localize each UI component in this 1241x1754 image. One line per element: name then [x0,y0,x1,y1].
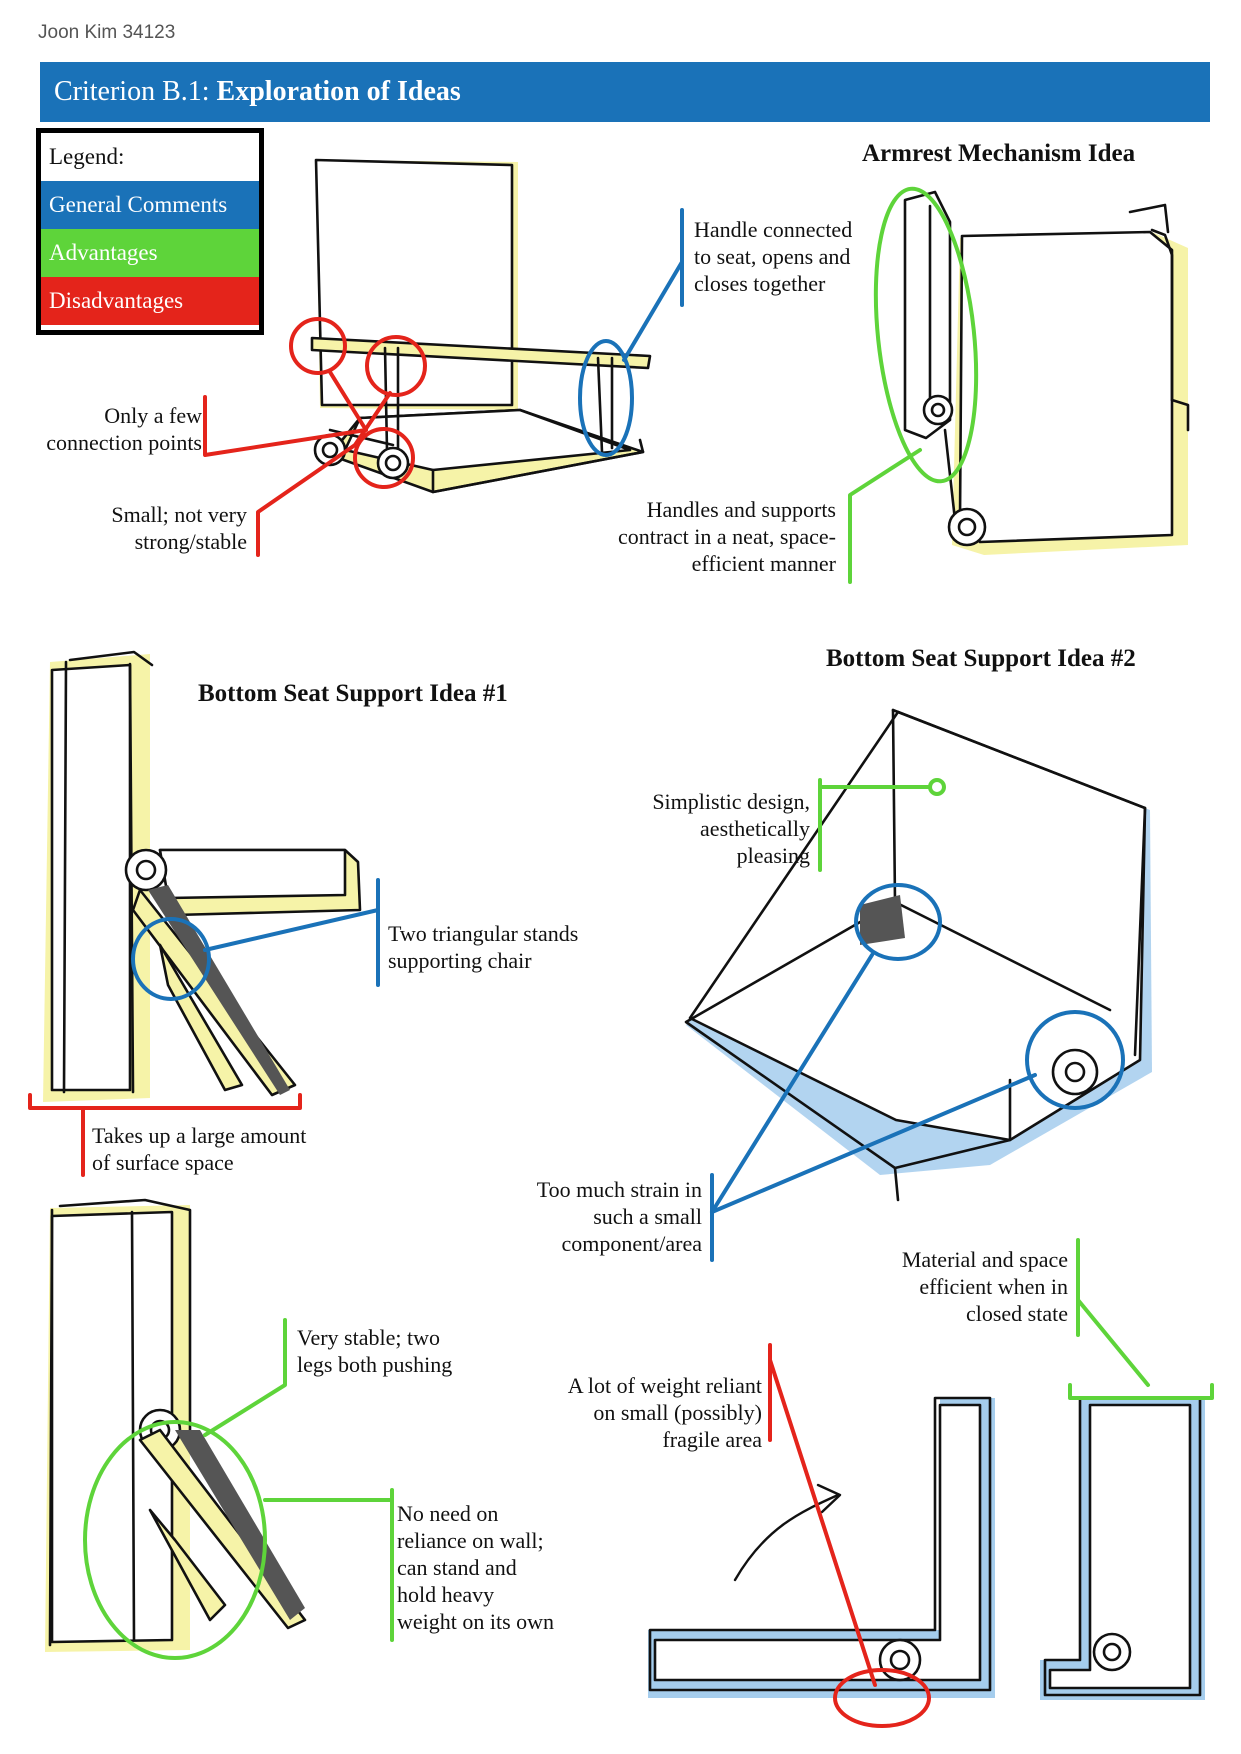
chair-sketch [310,158,652,494]
note-material: Material and space efficient when in clo… [901,1247,1068,1326]
note-weight: A lot of weight reliant on small (possib… [567,1373,762,1452]
note-surface: Takes up a large amount of surface space [92,1123,307,1175]
page-title-bar: Criterion B.1: Exploration of Ideas [40,62,1210,122]
open-state-sketch [648,1343,995,1728]
legend-disadvantages: Disadvantages [41,277,259,325]
support2-sketch [684,708,1152,1262]
support1-sketch [28,650,380,1177]
legend-general: General Comments [41,181,259,229]
chair-annotations [203,208,684,557]
note-no-need: No need on reliance on wall; can stand a… [397,1501,555,1634]
note-very-stable: Very stable; two legs both pushing [297,1325,453,1377]
heading-support1: Bottom Seat Support Idea #1 [198,680,508,707]
note-simplistic: Simplistic design, aesthetically pleasin… [652,789,810,868]
armrest-sketch [848,186,1190,584]
criterion-label: Criterion B.1: [54,76,217,107]
heading-support2: Bottom Seat Support Idea #2 [826,645,1136,672]
heading-armrest: Armrest Mechanism Idea [862,140,1136,167]
author-name: Joon Kim 34123 [38,22,176,43]
closed-state-sketch [1040,1238,1214,1700]
legend-advantages: Advantages [41,229,259,277]
note-triangular: Two triangular stands supporting chair [388,921,579,973]
note-small: Small; not very strong/stable [111,502,247,554]
legend: Legend: General Comments Advantages Disa… [36,128,264,335]
note-strain: Too much strain in such a small componen… [536,1177,702,1256]
page-title: Exploration of Ideas [216,76,461,107]
note-handle: Handle connected to seat, opens and clos… [694,217,853,296]
note-handles-contract: Handles and supports contract in a neat,… [617,497,836,576]
legend-title: Legend: [41,133,259,181]
note-few-points: Only a few connection points [46,403,202,455]
support1-variant-sketch [45,1198,394,1660]
